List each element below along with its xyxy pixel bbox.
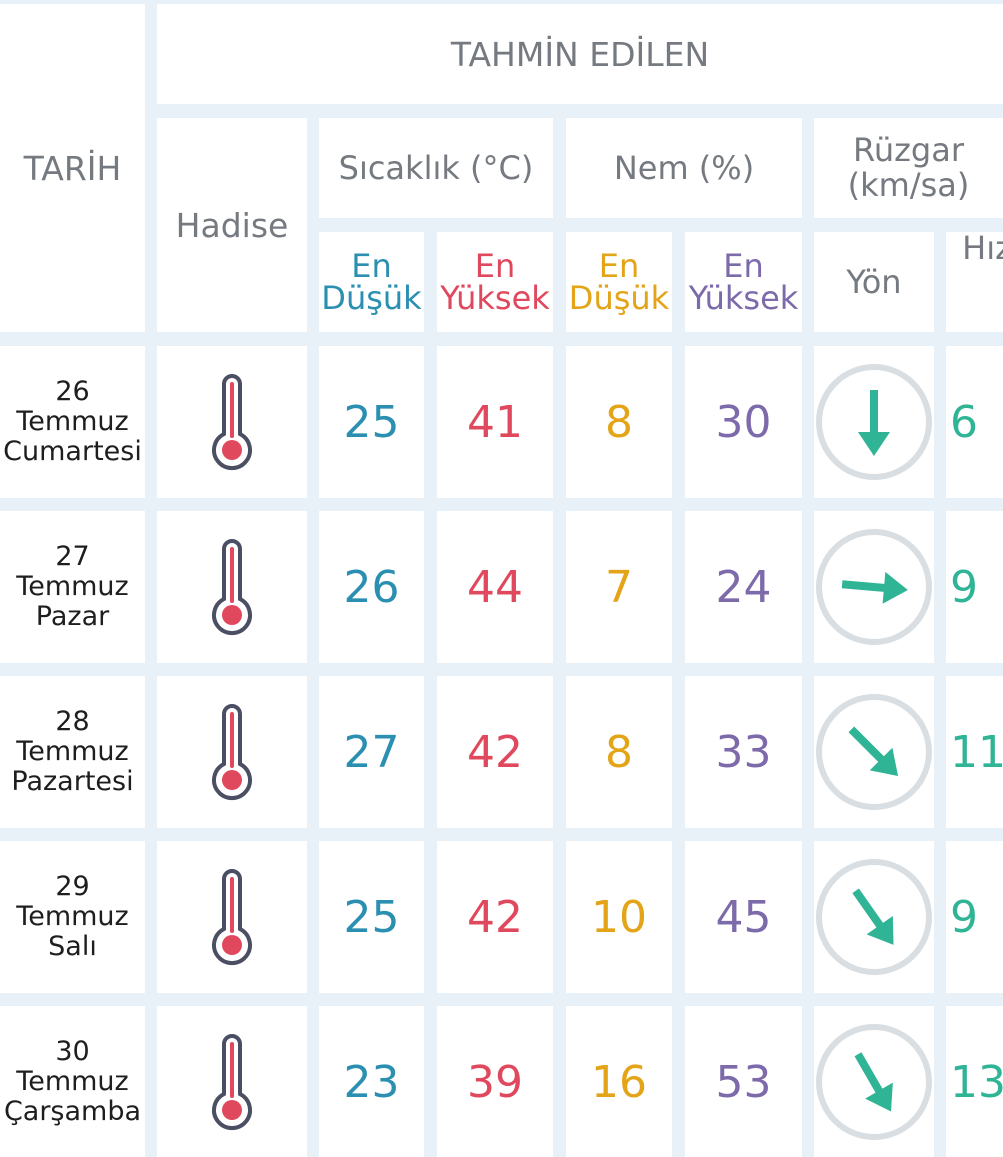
- row-day: 26: [55, 376, 90, 407]
- row-weekday: Salı: [48, 931, 97, 962]
- row-humidity-max: 33: [685, 676, 802, 828]
- row-humidity-max: 45: [685, 841, 802, 993]
- row-temp-max: 42: [437, 841, 553, 993]
- humidity-header: Nem (%): [566, 118, 802, 218]
- wind-direction-arrow-icon: [816, 529, 932, 645]
- wind-direction-arrow-icon: [816, 364, 932, 480]
- row-event: [157, 676, 307, 828]
- date-header: TARİH: [0, 4, 145, 332]
- row-temp-min: 25: [319, 346, 424, 498]
- row-humidity-min: 7: [566, 511, 672, 663]
- event-header-label: Hadise: [175, 205, 289, 245]
- row-wind-speed: 6: [946, 346, 1003, 498]
- row-wind-speed: 13: [946, 1006, 1003, 1157]
- wind-direction-arrow-icon: [816, 1024, 932, 1140]
- thermometer-icon: [212, 539, 252, 636]
- thermometer-icon: [212, 704, 252, 801]
- row-day: 29: [55, 871, 90, 902]
- row-event: [157, 841, 307, 993]
- humidity-max-header: En Yüksek: [685, 232, 802, 332]
- row-month: Temmuz: [16, 901, 129, 932]
- wind-header-label: Rüzgar: [853, 131, 964, 169]
- row-temp-max: 39: [437, 1006, 553, 1157]
- row-day: 28: [55, 706, 90, 737]
- wind-header-unit: (km/sa): [847, 166, 970, 204]
- date-header-label: TARİH: [23, 148, 122, 188]
- row-weekday: Pazartesi: [11, 766, 134, 797]
- forecast-header: TAHMİN EDİLEN: [157, 4, 1003, 104]
- row-date: 28 Temmuz Pazartesi: [0, 676, 145, 828]
- row-temp-min: 23: [319, 1006, 424, 1157]
- row-temp-min: 26: [319, 511, 424, 663]
- row-date: 29 Temmuz Salı: [0, 841, 145, 993]
- row-event: [157, 511, 307, 663]
- row-wind-speed: 11: [946, 676, 1003, 828]
- wind-direction-arrow-icon: [816, 859, 932, 975]
- row-weekday: Çarşamba: [3, 1096, 142, 1127]
- row-date: 27 Temmuz Pazar: [0, 511, 145, 663]
- row-event: [157, 346, 307, 498]
- row-day: 30: [55, 1036, 90, 1067]
- wind-header: Rüzgar (km/sa): [814, 118, 1003, 218]
- row-humidity-min: 16: [566, 1006, 672, 1157]
- temp-max-header: En Yüksek: [437, 232, 553, 332]
- row-wind-direction: [814, 841, 934, 993]
- thermometer-icon: [212, 374, 252, 471]
- row-month: Temmuz: [16, 406, 129, 437]
- event-header: Hadise: [157, 118, 307, 332]
- humidity-header-label: Nem (%): [613, 148, 755, 187]
- row-weekday: Cumartesi: [3, 436, 142, 467]
- row-humidity-min: 10: [566, 841, 672, 993]
- temperature-header-label: Sıcaklık (°C): [338, 148, 534, 187]
- row-wind-speed: 9: [946, 841, 1003, 993]
- row-month: Temmuz: [16, 736, 129, 767]
- temperature-header: Sıcaklık (°C): [319, 118, 553, 218]
- row-humidity-max: 53: [685, 1006, 802, 1157]
- row-humidity-max: 24: [685, 511, 802, 663]
- wind-speed-header: Hız: [946, 232, 1003, 332]
- row-temp-max: 41: [437, 346, 553, 498]
- wind-direction-arrow-icon: [816, 694, 932, 810]
- wind-direction-header: Yön: [814, 232, 934, 332]
- thermometer-icon: [212, 869, 252, 966]
- row-date: 30 Temmuz Çarşamba: [0, 1006, 145, 1157]
- row-temp-max: 44: [437, 511, 553, 663]
- row-weekday: Pazar: [35, 601, 110, 632]
- humidity-min-header: En Düşük: [566, 232, 672, 332]
- row-temp-max: 42: [437, 676, 553, 828]
- row-month: Temmuz: [16, 1066, 129, 1097]
- row-wind-direction: [814, 1006, 934, 1157]
- row-temp-min: 25: [319, 841, 424, 993]
- row-wind-direction: [814, 676, 934, 828]
- row-date: 26 Temmuz Cumartesi: [0, 346, 145, 498]
- thermometer-icon: [212, 1034, 252, 1131]
- row-humidity-min: 8: [566, 676, 672, 828]
- row-wind-direction: [814, 511, 934, 663]
- row-wind-direction: [814, 346, 934, 498]
- row-humidity-min: 8: [566, 346, 672, 498]
- forecast-header-label: TAHMİN EDİLEN: [450, 34, 710, 74]
- row-humidity-max: 30: [685, 346, 802, 498]
- row-day: 27: [55, 541, 90, 572]
- row-temp-min: 27: [319, 676, 424, 828]
- row-event: [157, 1006, 307, 1157]
- row-month: Temmuz: [16, 571, 129, 602]
- temp-min-header: En Düşük: [319, 232, 424, 332]
- row-wind-speed: 9: [946, 511, 1003, 663]
